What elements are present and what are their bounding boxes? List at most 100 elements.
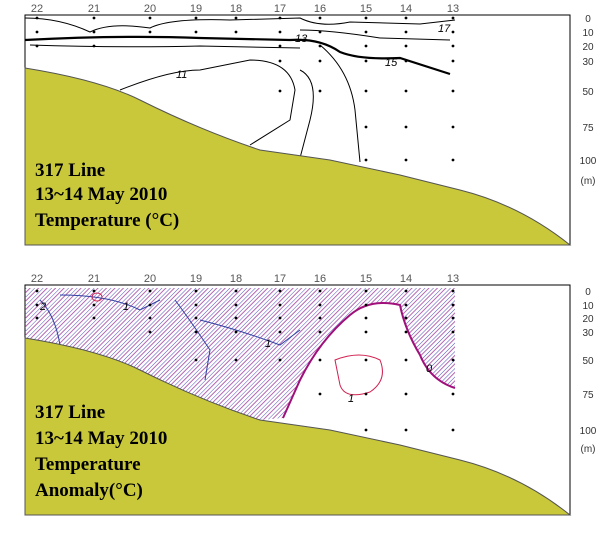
- station-label: 17: [274, 3, 286, 15]
- sample-dot: [451, 89, 455, 93]
- station-label: 14: [400, 3, 412, 15]
- sample-dot: [318, 89, 322, 93]
- sample-dot: [451, 158, 455, 162]
- contour-label: 2: [39, 301, 46, 313]
- depth-label: 50: [582, 87, 594, 98]
- sample-dot: [194, 289, 198, 293]
- depth-label: 30: [582, 328, 594, 339]
- sample-dot: [318, 330, 322, 334]
- contour-label: 13: [295, 33, 308, 45]
- sample-dot: [364, 44, 368, 48]
- sample-dot: [318, 16, 322, 20]
- title-line: Temperature: [35, 454, 141, 475]
- sample-dot: [404, 59, 408, 63]
- sample-dot: [451, 392, 455, 396]
- depth-label: 0: [585, 14, 591, 25]
- depth-label: 10: [582, 301, 594, 312]
- sample-dot: [35, 16, 39, 20]
- contours: [59, 294, 301, 381]
- sample-dot: [35, 44, 39, 48]
- sample-dot: [364, 59, 368, 63]
- contour-label: 17: [438, 23, 451, 35]
- seabed: [24, 67, 572, 246]
- sample-dot: [404, 89, 408, 93]
- depth-unit: (m): [581, 444, 596, 455]
- sample-dot: [404, 392, 408, 396]
- sample-dot: [451, 30, 455, 34]
- sample-dot: [364, 30, 368, 34]
- sample-dot: [318, 392, 322, 396]
- sample-dot: [234, 330, 238, 334]
- sample-dot: [451, 289, 455, 293]
- sample-dot: [404, 44, 408, 48]
- station-label: 19: [190, 273, 202, 285]
- station-label: 22: [31, 3, 43, 15]
- sample-dot: [404, 289, 408, 293]
- depth-label: 100: [580, 156, 597, 167]
- sample-dot: [318, 303, 322, 307]
- sample-dot: [451, 44, 455, 48]
- sample-dot: [278, 330, 282, 334]
- title-line: 13~14 May 2010: [35, 428, 167, 449]
- sample-dot: [194, 316, 198, 320]
- sample-dot: [404, 428, 408, 432]
- depth-label: 75: [582, 123, 594, 134]
- sample-dot: [278, 316, 282, 320]
- zero-contour: [282, 302, 456, 419]
- sample-dot: [364, 316, 368, 320]
- contours: [24, 17, 456, 163]
- sample-dot: [364, 358, 368, 362]
- sample-dot: [92, 30, 96, 34]
- sample-dot: [148, 289, 152, 293]
- sample-dot: [451, 16, 455, 20]
- contour: [39, 299, 61, 346]
- sample-dot: [278, 358, 282, 362]
- station-label: 21: [88, 3, 100, 15]
- title-line: 317 Line: [35, 402, 105, 423]
- sample-dot: [451, 330, 455, 334]
- station-label: 20: [144, 3, 156, 15]
- sample-dot: [364, 330, 368, 334]
- depth-label: 50: [582, 356, 594, 367]
- station-label: 21: [88, 273, 100, 285]
- sample-dot: [318, 316, 322, 320]
- sample-dot: [92, 303, 96, 307]
- station-label: 22: [31, 273, 43, 285]
- sample-dot: [234, 16, 238, 20]
- sample-dot: [234, 289, 238, 293]
- sample-dot: [404, 303, 408, 307]
- sample-dot: [35, 30, 39, 34]
- sample-dot: [404, 125, 408, 129]
- sample-dot: [364, 303, 368, 307]
- sample-dot: [451, 59, 455, 63]
- sample-dot: [364, 428, 368, 432]
- sample-dot: [404, 16, 408, 20]
- sample-dot: [194, 358, 198, 362]
- sample-dot: [278, 30, 282, 34]
- sample-dot: [451, 125, 455, 129]
- depth-label: 30: [582, 57, 594, 68]
- station-label: 13: [447, 3, 459, 15]
- sample-dot: [194, 330, 198, 334]
- panel-2: [24, 284, 572, 516]
- sample-dot: [278, 89, 282, 93]
- sample-dot: [364, 289, 368, 293]
- sample-dot: [148, 16, 152, 20]
- station-label: 16: [314, 3, 326, 15]
- sample-dot: [318, 30, 322, 34]
- station-label: 19: [190, 3, 202, 15]
- sample-dot: [234, 358, 238, 362]
- contour-label: 1: [348, 393, 354, 405]
- sample-dot: [278, 289, 282, 293]
- station-label: 13: [447, 273, 459, 285]
- panel-1: [24, 14, 572, 246]
- sample-dot: [451, 303, 455, 307]
- sample-dot: [364, 158, 368, 162]
- stations-dots: [35, 16, 455, 162]
- sample-dot: [194, 303, 198, 307]
- sample-dot: [364, 125, 368, 129]
- title-line: Anomaly(°C): [35, 480, 143, 501]
- station-label: 15: [360, 273, 372, 285]
- sample-dot: [318, 358, 322, 362]
